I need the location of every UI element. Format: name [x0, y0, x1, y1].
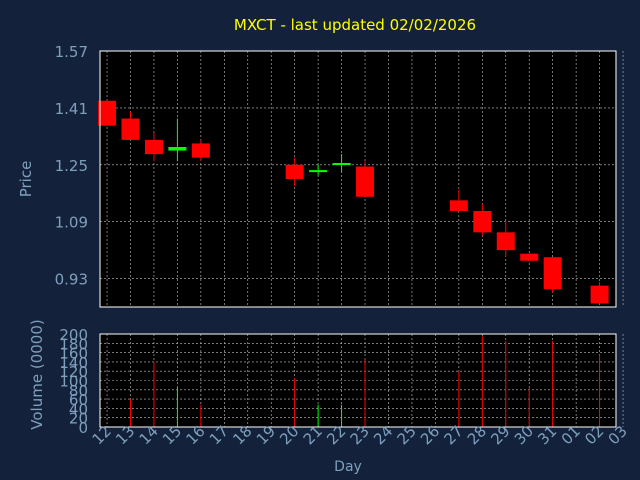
price-tick-label: 0.93: [55, 271, 88, 289]
candle-body: [191, 143, 210, 158]
volume-tick-label: 80: [69, 382, 88, 400]
price-tick-label: 1.57: [55, 43, 88, 61]
volume-tick-label: 140: [59, 354, 88, 372]
candle-body: [285, 164, 304, 179]
candle-body: [98, 100, 117, 126]
candle-body: [449, 200, 468, 211]
volume-plot-frame: [99, 333, 617, 428]
candle-body: [144, 139, 163, 155]
volume-tick-label: 180: [59, 335, 88, 353]
candle-body: [590, 285, 609, 304]
volume-tick-label: 40: [69, 400, 88, 418]
candle-body: [356, 166, 375, 197]
chart-title: MXCT - last updated 02/02/2026: [234, 16, 476, 34]
volume-tick-label: 100: [59, 373, 88, 391]
price-tick-label: 1.41: [55, 100, 88, 118]
candle-body: [121, 118, 140, 140]
volume-axis-label: Volume (0000): [28, 319, 46, 429]
price-plot: 1.57 1.41 1.25 1.09 0.93: [55, 43, 624, 427]
candle-body: [496, 232, 515, 251]
volume-tick-label: 120: [59, 363, 88, 381]
candle-body: [332, 163, 351, 165]
candle-body: [473, 211, 492, 233]
price-tick-label: 1.09: [55, 214, 88, 232]
volume-tick-label: 20: [69, 410, 88, 428]
x-axis-label: Day: [334, 459, 362, 475]
price-plot-frame: [99, 50, 617, 308]
candle-body: [309, 170, 328, 173]
price-axis-label: Price: [17, 161, 35, 198]
volume-tick-label: 200: [59, 326, 88, 344]
volume-tick-label: 160: [59, 345, 88, 363]
volume-tick-label: 0: [78, 419, 88, 437]
candle-body: [520, 253, 539, 261]
candle-body: [543, 257, 562, 290]
candle-body: [168, 147, 187, 151]
volume-tick-label: 60: [69, 391, 88, 409]
price-tick-label: 1.25: [55, 157, 88, 175]
